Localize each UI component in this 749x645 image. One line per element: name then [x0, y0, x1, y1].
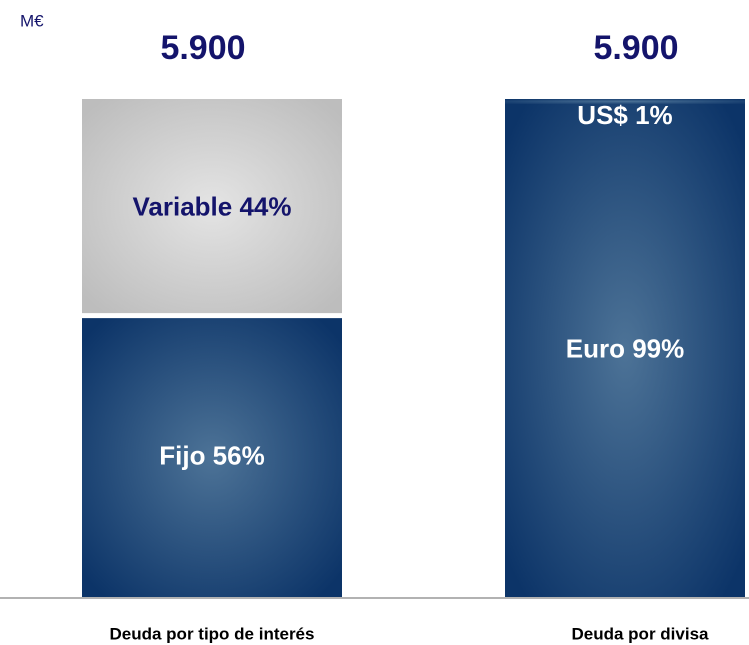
category-label: Deuda por divisa — [572, 624, 710, 643]
bar-segment — [505, 103, 745, 597]
bar-segment — [82, 318, 342, 597]
unit-label: M€ — [20, 11, 44, 30]
segment-label: Euro 99% — [566, 333, 685, 363]
segment-label: Variable 44% — [133, 191, 292, 221]
segment-label: Fijo 56% — [159, 440, 264, 470]
total-label: 5.900 — [593, 29, 678, 67]
category-label: Deuda por tipo de interés — [110, 624, 315, 643]
segment-label: US$ 1% — [577, 100, 672, 130]
bar-segment — [82, 99, 342, 314]
total-label: 5.900 — [160, 29, 245, 67]
bar-segment — [505, 99, 745, 104]
